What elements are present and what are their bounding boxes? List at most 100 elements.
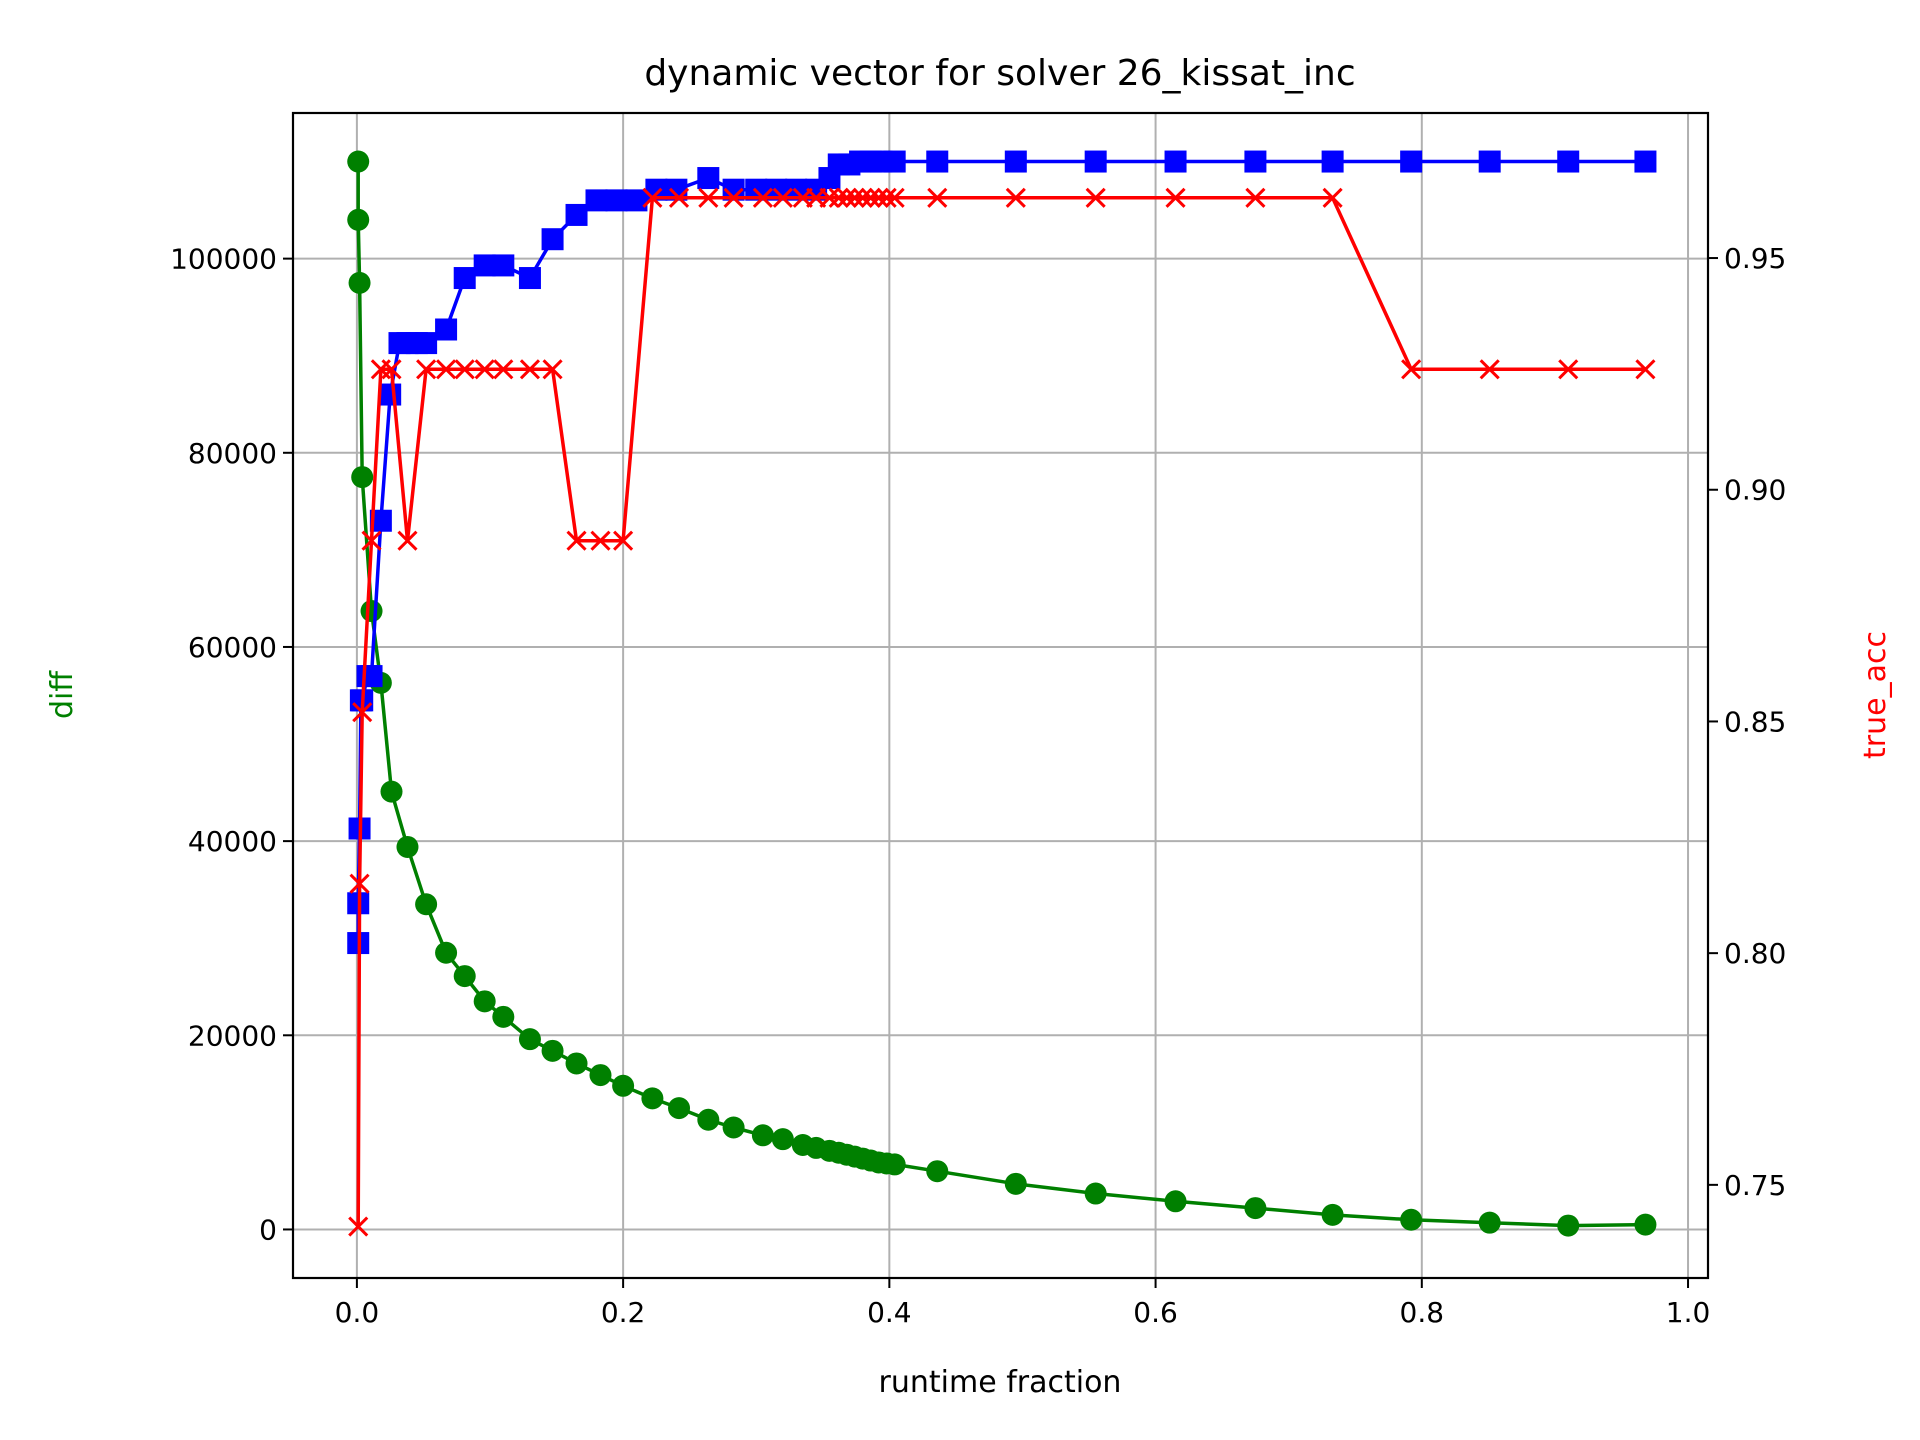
series-0-point: [926, 1160, 949, 1183]
series-1-point: [1084, 150, 1107, 173]
series-1-point: [722, 178, 745, 201]
series-1-point: [585, 189, 608, 212]
series-0-point: [541, 1039, 564, 1062]
series-0-point: [883, 1153, 906, 1176]
series-0-point: [415, 893, 438, 916]
series-2-line: [356, 196, 1646, 1227]
series-2-point: [868, 187, 889, 208]
series-1-point: [1164, 150, 1187, 173]
series-2-point: [361, 530, 382, 551]
series-1-point: [453, 267, 476, 290]
series-2-point: [474, 359, 495, 380]
series-0-point: [771, 1128, 794, 1151]
series-1-point: [379, 383, 402, 406]
series-0-point: [1634, 1213, 1657, 1236]
y-right-tick-label: 0.80: [1724, 937, 1786, 970]
series-1-point: [1004, 150, 1027, 173]
plot-series: [347, 150, 1657, 1237]
series-2-point: [542, 359, 563, 380]
y-left-tick-label: 60000: [188, 631, 277, 664]
series-1-point: [1634, 150, 1657, 173]
series-1-point: [926, 150, 949, 173]
series-2-point: [844, 187, 865, 208]
series-0-point: [751, 1124, 774, 1147]
series-0-point: [380, 780, 403, 803]
y-axis-left-title: diff: [45, 670, 80, 719]
x-tick-label: 0.6: [1133, 1296, 1178, 1329]
series-2-point: [927, 187, 948, 208]
series-2-point: [454, 359, 475, 380]
series-0-point: [453, 965, 476, 988]
series-0-point: [492, 1005, 515, 1028]
series-0-point: [1084, 1182, 1107, 1205]
series-0-point: [589, 1064, 612, 1087]
series-2-point: [352, 702, 373, 723]
series-2-point: [1322, 187, 1343, 208]
series-2-point: [1479, 359, 1500, 380]
y-left-tick-label: 80000: [188, 437, 277, 470]
series-2-point: [836, 187, 857, 208]
series-2-point: [1401, 359, 1422, 380]
y-right-tick-label: 0.95: [1724, 242, 1786, 275]
x-tick-label: 0.4: [867, 1296, 912, 1329]
series-2-point: [493, 359, 514, 380]
series-1-point: [625, 189, 648, 212]
series-0-point: [473, 990, 496, 1013]
series-2-point: [698, 187, 719, 208]
series-2-point: [884, 187, 905, 208]
series-2-point: [876, 187, 897, 208]
series-2-point: [613, 530, 634, 551]
series-0-point: [612, 1074, 635, 1097]
y-left-tick-label: 40000: [188, 825, 277, 858]
series-0-point: [435, 941, 458, 964]
x-tick-label: 0.8: [1400, 1296, 1445, 1329]
y-left-tick-label: 0: [259, 1213, 277, 1246]
series-2-point: [828, 187, 849, 208]
plot-frame: [291, 111, 1710, 1280]
series-2-point: [348, 1216, 369, 1237]
series-2-point: [416, 359, 437, 380]
series-1-point: [415, 332, 438, 355]
series-0-point: [1400, 1208, 1423, 1231]
series-2-point: [723, 187, 744, 208]
series-0-point: [396, 835, 419, 858]
series-0-point: [1321, 1203, 1344, 1226]
series-1-point: [369, 509, 392, 532]
series-1-point: [1557, 150, 1580, 173]
series-1-point: [518, 267, 541, 290]
series-2-point: [819, 187, 840, 208]
series-2-point: [852, 187, 873, 208]
series-2-point: [1005, 187, 1026, 208]
series-2-point: [1558, 359, 1579, 380]
series-1-point: [697, 167, 720, 190]
series-2-point: [668, 187, 690, 208]
series-2-point: [397, 530, 418, 551]
axis-ticks: 0.0 0.2 0.4 0.6 0.8 1.0 0 20000 40000 60000 80000 1…: [170, 242, 1786, 1329]
series-2-point: [1635, 359, 1656, 380]
series-2-point: [752, 187, 773, 208]
series-2-point: [772, 187, 793, 208]
series-2-point: [1245, 187, 1266, 208]
series-0-point: [518, 1028, 541, 1051]
y-right-tick-label: 0.85: [1724, 705, 1786, 738]
y-left-tick-label: 20000: [188, 1019, 277, 1052]
y-left-tick-label: 100000: [170, 243, 277, 276]
series-1-point: [1400, 150, 1423, 173]
x-axis-title: runtime fraction: [879, 1365, 1122, 1400]
series-0-point: [722, 1116, 745, 1139]
series-1-point: [541, 228, 564, 251]
series-1-point: [565, 203, 588, 226]
x-tick-label: 1.0: [1666, 1296, 1711, 1329]
series-1-point: [1478, 150, 1501, 173]
series-1-point: [492, 254, 515, 277]
series-1-point: [883, 150, 906, 173]
series-0-point: [348, 271, 371, 294]
y-axis-right-title: true_acc: [1858, 631, 1893, 759]
series-2-point: [349, 873, 370, 894]
series-1-point: [1321, 150, 1344, 173]
series-2-point: [519, 359, 541, 380]
chart-title: dynamic vector for solver 26_kissat_inc: [644, 53, 1355, 94]
series-0-point: [668, 1097, 691, 1120]
